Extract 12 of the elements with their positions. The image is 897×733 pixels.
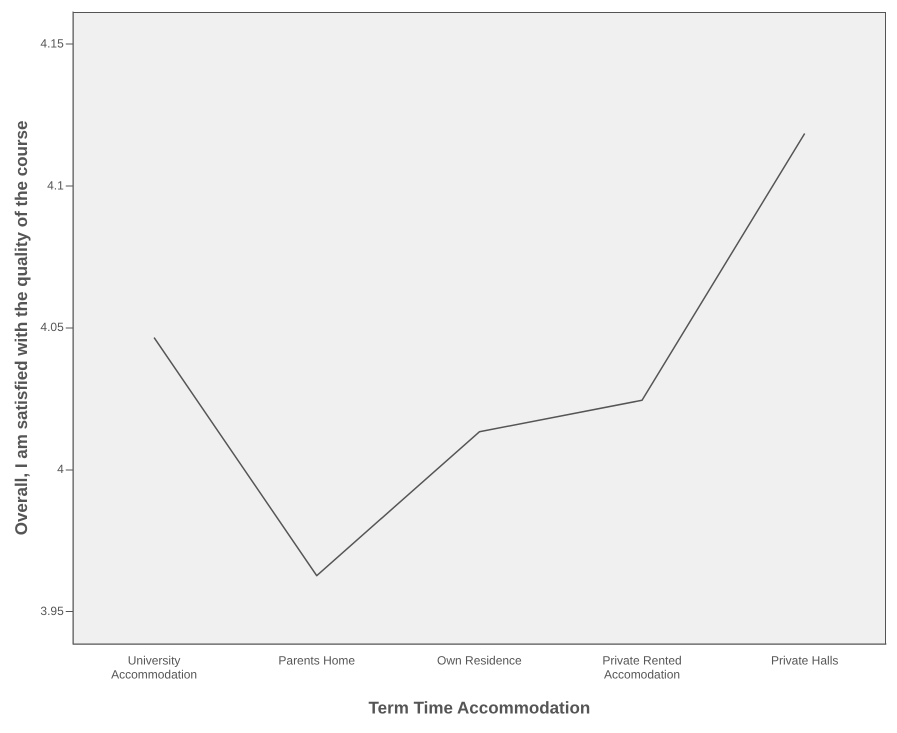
y-tick-label: 4.15 (40, 36, 64, 50)
x-axis-title: Term Time Accommodation (368, 698, 590, 718)
y-tick-label: 4 (57, 462, 64, 476)
y-tick-label: 4.1 (47, 178, 64, 192)
x-tick-label: Own Residence (437, 653, 522, 668)
y-tick-label: 4.05 (40, 320, 64, 334)
x-tick-label: Private Rented Accomodation (602, 653, 682, 682)
x-tick-label: Private Halls (770, 653, 838, 668)
x-tick-label: University Accommodation (111, 653, 198, 682)
y-tick-label: 3.95 (40, 604, 64, 618)
y-axis-title: Overall, I am satisfied with the quality of the course (12, 120, 31, 536)
x-tick-label: Parents Home (278, 653, 356, 668)
